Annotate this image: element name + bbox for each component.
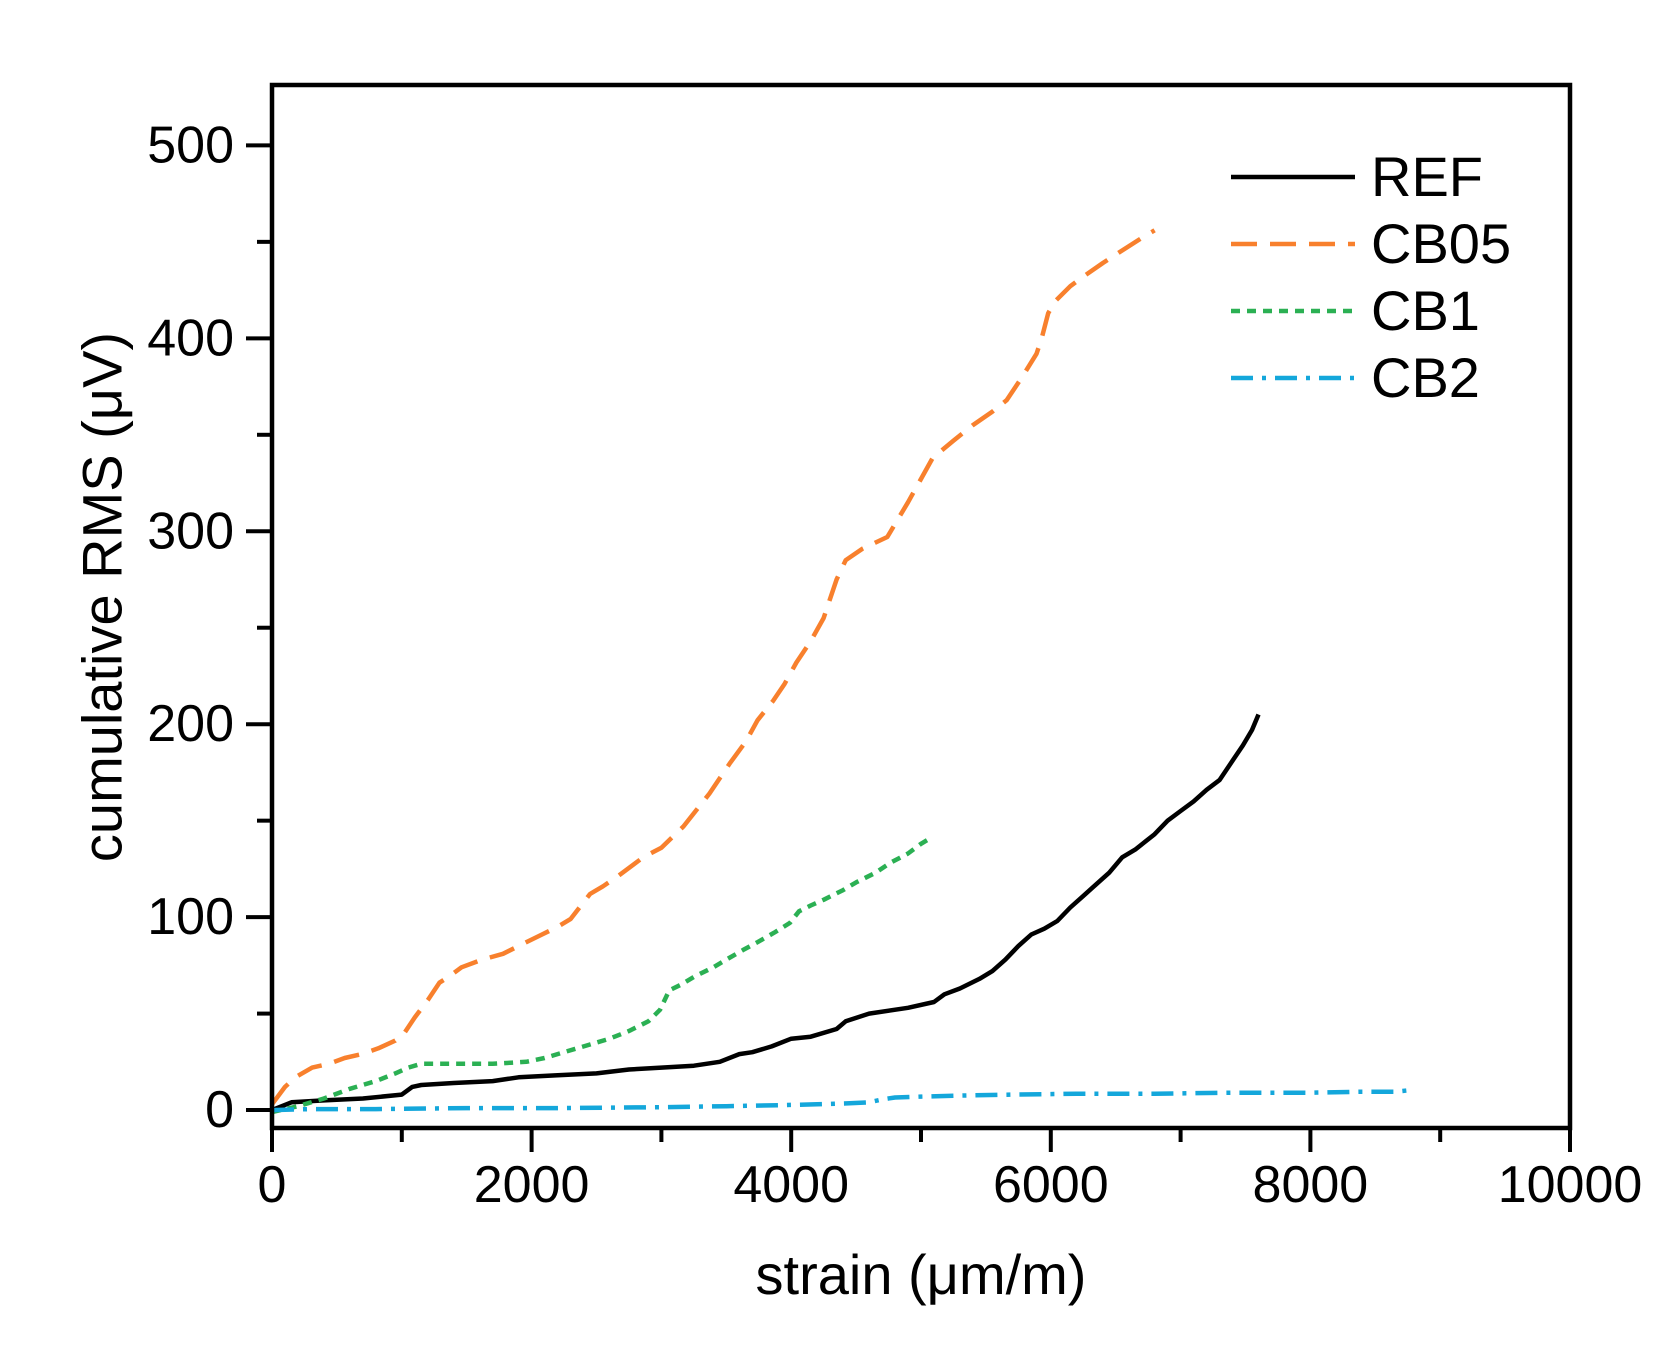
y-tick-label: 500 bbox=[147, 116, 234, 174]
x-tick-label: 2000 bbox=[474, 1156, 590, 1214]
legend-item-ref: REF bbox=[1231, 143, 1511, 210]
series-CB2-line bbox=[271, 1087, 1415, 1113]
x-tick-label: 0 bbox=[258, 1156, 287, 1214]
series-CB05-line bbox=[270, 228, 1156, 1106]
legend-label-ref: REF bbox=[1371, 144, 1483, 208]
y-tick-label: 0 bbox=[205, 1081, 234, 1139]
legend-label-cb2: CB2 bbox=[1371, 345, 1480, 409]
x-tick-label: 8000 bbox=[1253, 1156, 1369, 1214]
x-tick-label: 10000 bbox=[1498, 1156, 1643, 1214]
x-tick-label: 4000 bbox=[733, 1156, 849, 1214]
legend-item-cb05: CB05 bbox=[1231, 210, 1511, 277]
series-CB1-line bbox=[271, 837, 929, 1115]
legend-label-cb1: CB1 bbox=[1371, 278, 1480, 342]
y-tick-label: 400 bbox=[147, 309, 234, 367]
series-REF-line bbox=[271, 713, 1261, 1113]
cb05-line-sample-icon bbox=[1231, 241, 1355, 246]
ref-line-sample-icon bbox=[1231, 174, 1355, 179]
legend-item-cb1: CB1 bbox=[1231, 277, 1511, 344]
y-tick-label: 300 bbox=[147, 502, 234, 560]
y-tick-label: 200 bbox=[147, 695, 234, 753]
x-axis-title: strain (μm/m) bbox=[755, 1243, 1087, 1306]
y-axis-title: cumulative RMS (μV) bbox=[70, 331, 134, 863]
y-tick-label: 100 bbox=[147, 888, 234, 946]
legend: REF CB05 CB1 CB2 bbox=[1231, 143, 1511, 411]
legend-label-cb05: CB05 bbox=[1371, 211, 1512, 275]
x-tick-label: 6000 bbox=[993, 1156, 1109, 1214]
cb1-line-sample-icon bbox=[1231, 308, 1355, 313]
plot-frame bbox=[269, 82, 1573, 1131]
cb2-line-sample-icon bbox=[1231, 375, 1355, 380]
legend-item-cb2: CB2 bbox=[1231, 344, 1511, 411]
